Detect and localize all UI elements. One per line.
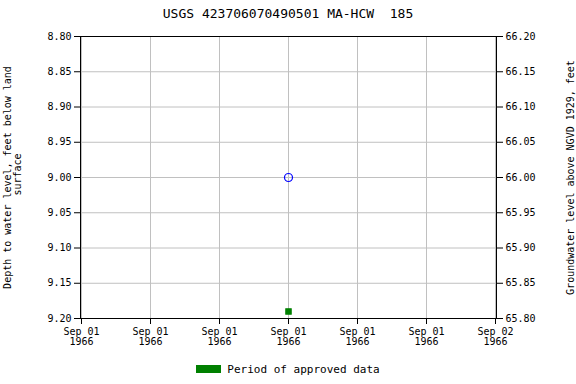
svg-text:66.00: 66.00 [506, 172, 536, 183]
svg-text:9.20: 9.20 [47, 313, 71, 324]
svg-text:Groundwater level above NGVD 1: Groundwater level above NGVD 1929, feet [565, 60, 576, 295]
svg-text:Sep 011966: Sep 011966 [201, 326, 237, 347]
svg-text:Depth to water level, feet bel: Depth to water level, feet below land su… [2, 66, 23, 289]
svg-text:8.95: 8.95 [47, 136, 71, 147]
svg-text:66.15: 66.15 [506, 66, 536, 77]
svg-text:9.10: 9.10 [47, 242, 71, 253]
svg-text:9.15: 9.15 [47, 277, 71, 288]
svg-text:66.05: 66.05 [506, 136, 536, 147]
svg-text:9.05: 9.05 [47, 207, 71, 218]
html-text:Period of approved data: Period of approved data [227, 362, 380, 376]
svg-text:65.95: 65.95 [506, 207, 536, 218]
svg-text:8.80: 8.80 [47, 31, 71, 42]
html-text:USGS 423706070490501 MA-HCW 18: USGS 423706070490501 MA-HCW 185 [162, 6, 414, 21]
svg-text:Sep 011966: Sep 011966 [339, 326, 375, 347]
svg-text:Sep 011966: Sep 011966 [408, 326, 444, 347]
svg-text:65.80: 65.80 [506, 313, 536, 324]
svg-text:Sep 021966: Sep 021966 [477, 326, 513, 347]
svg-text:Sep 011966: Sep 011966 [270, 326, 306, 347]
svg-text:8.85: 8.85 [47, 66, 71, 77]
svg-text:66.10: 66.10 [506, 101, 536, 112]
svg-text:Sep 011966: Sep 011966 [132, 326, 168, 347]
svg-text:8.90: 8.90 [47, 101, 71, 112]
svg-text:65.90: 65.90 [506, 242, 536, 253]
svg-text:Sep 011966: Sep 011966 [63, 326, 99, 347]
svg-text:9.00: 9.00 [47, 172, 71, 183]
svg-text:66.20: 66.20 [506, 31, 536, 42]
svg-text:65.85: 65.85 [506, 277, 536, 288]
